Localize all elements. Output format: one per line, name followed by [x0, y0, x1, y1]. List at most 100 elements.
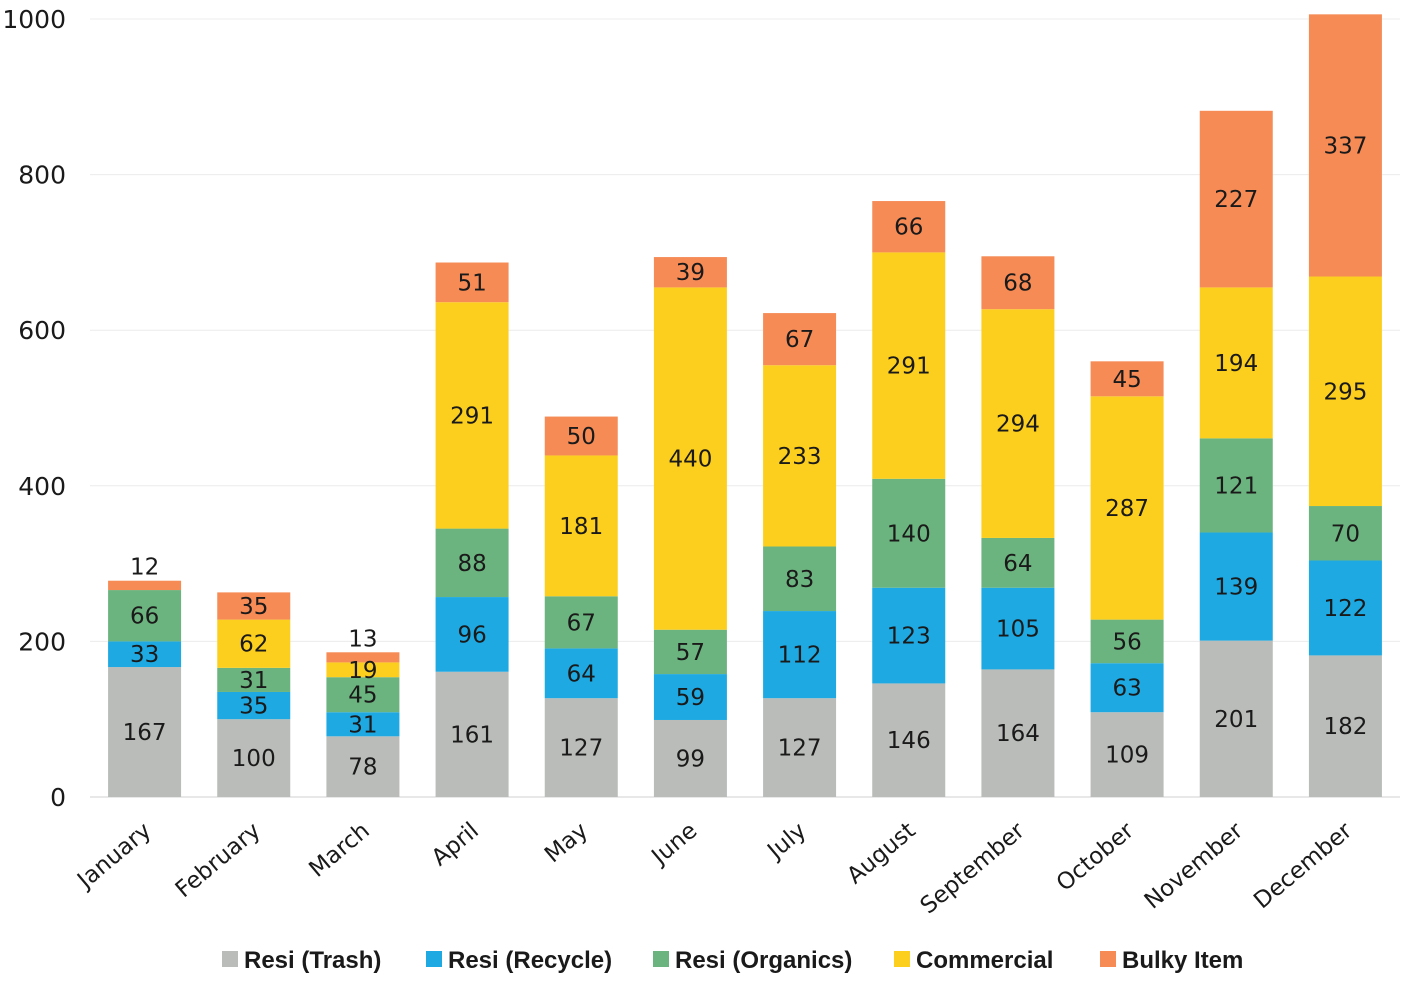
bar-segment	[653, 629, 727, 675]
legend-label: Bulky Item	[1122, 947, 1243, 974]
data-label: 33	[130, 642, 159, 668]
bar-segment	[435, 528, 509, 598]
x-tick-label: January	[71, 818, 156, 895]
bar-segment	[1199, 438, 1273, 533]
bar-segment	[1090, 663, 1164, 713]
bar-segment	[981, 587, 1055, 670]
bar-segment	[217, 592, 291, 620]
bar-segment	[1199, 287, 1273, 439]
bar-segment	[108, 590, 182, 642]
legend-swatch	[426, 951, 442, 967]
x-tick-label: October	[1052, 817, 1140, 896]
x-tick-label: August	[842, 818, 920, 890]
bar-segment	[1199, 532, 1273, 641]
data-label: 62	[239, 632, 268, 658]
data-label: 31	[348, 712, 377, 738]
data-label: 295	[1323, 379, 1367, 405]
data-label: 88	[457, 551, 486, 577]
bar-segment	[981, 669, 1055, 797]
bar-segment	[653, 674, 727, 720]
data-label: 287	[1105, 496, 1149, 522]
bar-segment	[872, 201, 946, 253]
bar-segment	[653, 287, 727, 630]
data-label: 122	[1323, 596, 1367, 622]
bar-segment	[217, 667, 291, 692]
bar-segment	[1308, 560, 1382, 656]
bar-segment	[1308, 506, 1382, 561]
data-label: 45	[1112, 367, 1141, 393]
data-label: 31	[239, 668, 268, 694]
data-label: 70	[1331, 521, 1360, 547]
bar-segment	[108, 667, 182, 797]
bar-segment	[326, 736, 400, 797]
x-tick-label: September	[916, 817, 1031, 919]
bar-segment	[872, 683, 946, 797]
data-label: 78	[348, 755, 377, 781]
x-tick-label: July	[762, 818, 812, 866]
legend-label: Resi (Organics)	[675, 947, 852, 974]
data-label: 67	[785, 327, 814, 353]
data-label: 146	[887, 728, 931, 754]
data-label: 194	[1214, 351, 1258, 377]
data-label: 167	[123, 720, 167, 746]
bar-segment	[763, 365, 837, 547]
bar-segment	[326, 662, 400, 678]
data-label: 127	[559, 736, 603, 762]
data-label: 291	[887, 354, 931, 380]
data-label: 294	[996, 412, 1040, 438]
bar-segment	[872, 252, 946, 479]
bar-segment	[544, 416, 618, 456]
data-label: 109	[1105, 743, 1149, 769]
legend-label: Resi (Recycle)	[448, 947, 612, 974]
bar-segment	[544, 596, 618, 649]
data-label: 112	[778, 643, 822, 669]
data-label: 121	[1214, 473, 1258, 499]
data-label: 35	[239, 694, 268, 720]
bar-segment	[872, 478, 946, 588]
data-label: 96	[457, 622, 486, 648]
bar-segment	[763, 698, 837, 797]
y-tick-label: 0	[50, 783, 66, 812]
bar-segment	[108, 641, 182, 668]
legend-swatch	[222, 951, 238, 967]
x-tick-label: April	[427, 818, 484, 872]
x-tick-label: March	[304, 818, 374, 883]
legend-label: Commercial	[916, 947, 1053, 974]
bar-segment	[1090, 619, 1164, 664]
bar-segment	[217, 719, 291, 797]
data-label: 139	[1214, 575, 1258, 601]
data-label: 182	[1323, 714, 1367, 740]
data-label: 39	[676, 260, 705, 286]
y-tick-label: 400	[18, 472, 66, 501]
data-label: 100	[232, 746, 276, 772]
data-label: 45	[348, 683, 377, 709]
bar-segment	[1308, 655, 1382, 797]
bar-segment	[1308, 14, 1382, 277]
x-axis: January February March April May June July Augu…	[71, 817, 1357, 919]
bar-segment	[981, 309, 1055, 538]
data-label: 51	[457, 270, 486, 296]
data-label: 68	[1003, 271, 1032, 297]
bar-segment	[435, 302, 509, 529]
data-label: 337	[1323, 133, 1367, 159]
bar-segment	[653, 719, 727, 797]
data-label: 35	[239, 594, 268, 620]
y-tick-label: 600	[18, 316, 66, 345]
bar-segment	[872, 587, 946, 684]
data-label: 227	[1214, 187, 1258, 213]
data-label: 440	[668, 447, 712, 473]
data-label: 161	[450, 722, 494, 748]
bar-segment	[544, 648, 618, 699]
legend-label: Resi (Trash)	[244, 947, 381, 974]
data-label: 123	[887, 624, 931, 650]
legend-swatch	[894, 951, 910, 967]
bar-segment	[653, 257, 727, 288]
bar-segment	[1308, 276, 1382, 507]
legend: Resi (Trash) Resi (Recycle) Resi (Organics…	[222, 947, 1243, 974]
bar-segment	[326, 712, 400, 737]
x-tick-label: November	[1140, 817, 1249, 914]
bar-segment	[326, 677, 400, 713]
y-axis: 0 200 400 600 800 1000	[2, 5, 66, 812]
